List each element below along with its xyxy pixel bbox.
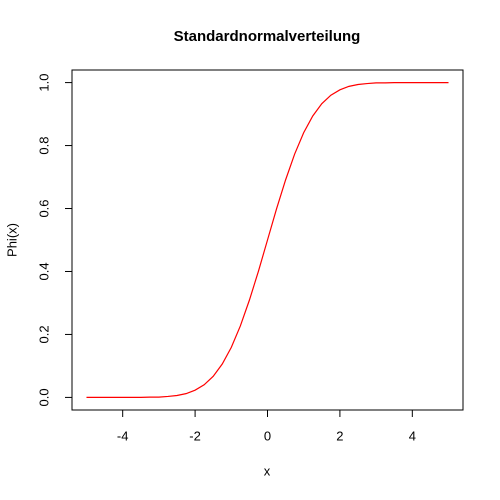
x-tick-label: -4 (117, 428, 129, 443)
data-line (86, 81, 449, 399)
x-tick-label: 0 (264, 428, 271, 443)
y-tick-label: 0.0 (36, 388, 51, 406)
x-tick-label: 4 (409, 428, 416, 443)
y-tick-label: 1.0 (36, 74, 51, 92)
x-tick-label: 2 (336, 428, 343, 443)
y-tick-label: 0.2 (36, 325, 51, 343)
y-axis-label: Phi(x) (4, 223, 19, 257)
y-tick-label: 0.6 (36, 199, 51, 217)
y-tick-label: 0.4 (36, 262, 51, 280)
x-tick-label: -2 (189, 428, 201, 443)
x-axis-label: x (264, 463, 271, 478)
chart-title: Standardnormalverteilung (174, 28, 361, 45)
y-tick-label: 0.8 (36, 137, 51, 155)
